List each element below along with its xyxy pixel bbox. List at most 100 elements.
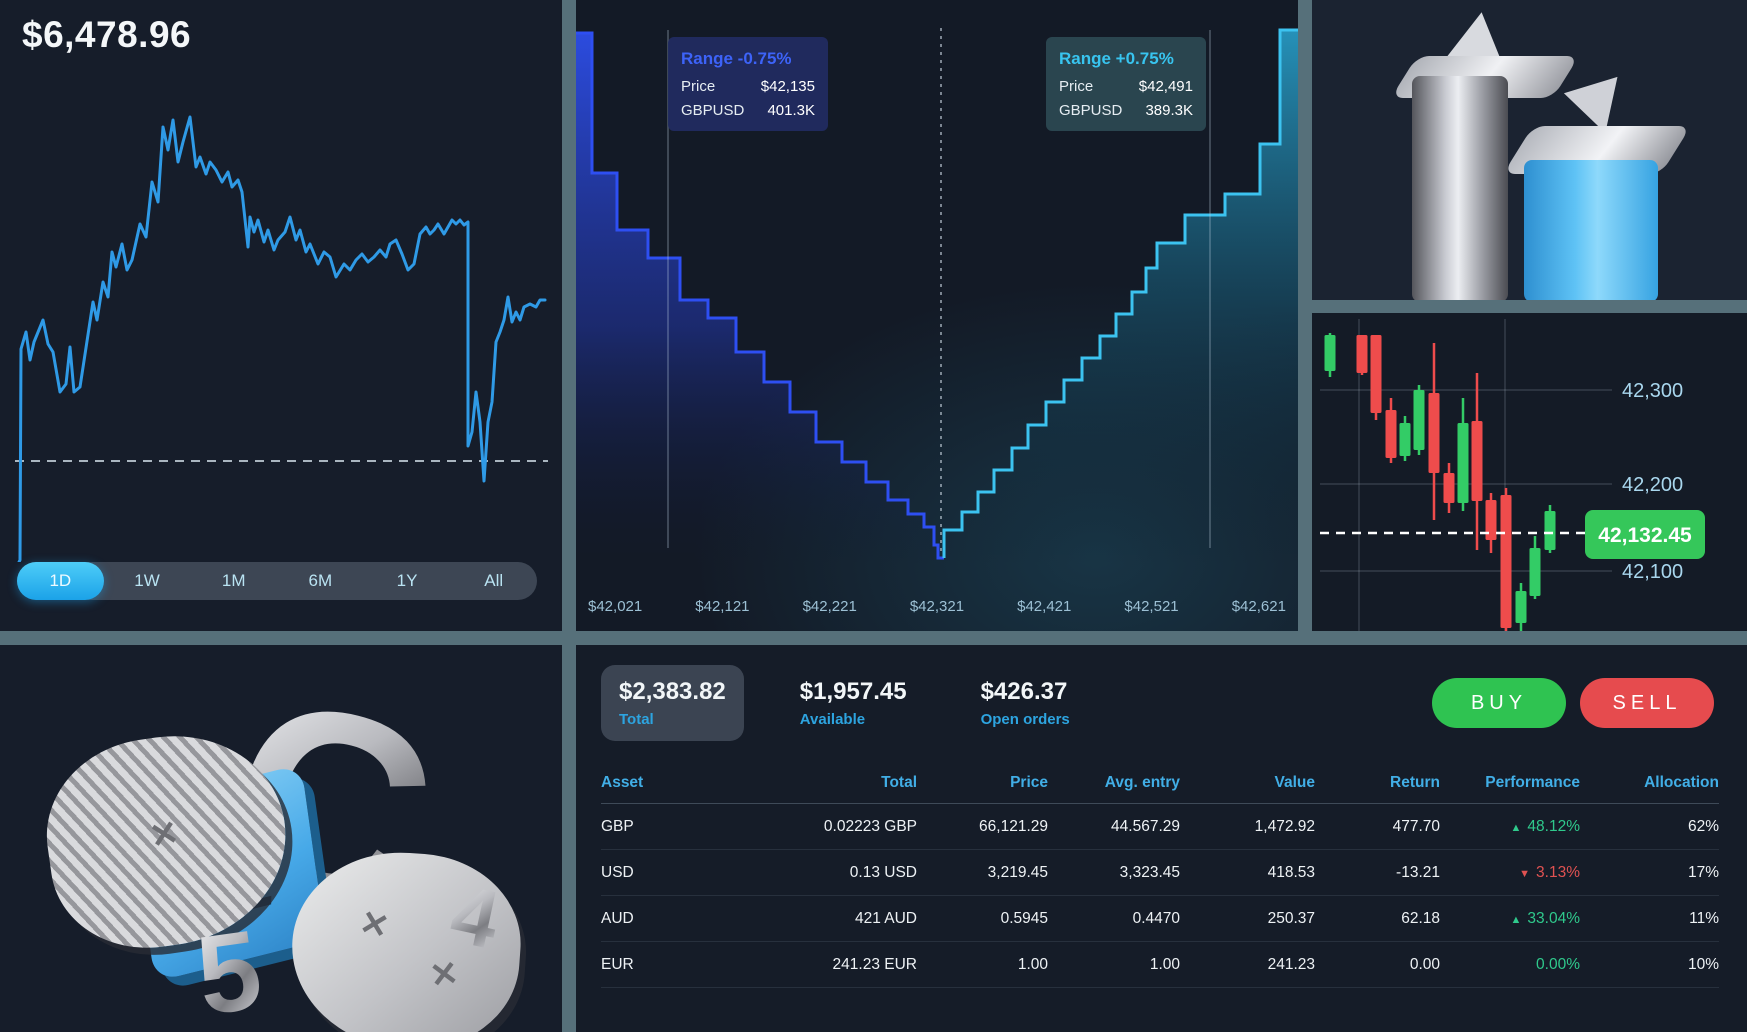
allocation-cell: 10% bbox=[1687, 955, 1719, 973]
y-axis-label: 42,100 bbox=[1622, 561, 1683, 583]
portfolio-panel: $6,478.96 1D 1W 1M 6M 1Y All bbox=[0, 0, 562, 631]
portfolio-line-chart bbox=[15, 115, 548, 562]
candlestick-panel: 42,300 42,200 42,100 42,132.45 bbox=[1312, 313, 1747, 631]
coins-illustration-panel: C ½ ✕ ✕ ✕ 5 4 bbox=[0, 645, 562, 1032]
cell: 0.4470 bbox=[1132, 909, 1180, 927]
triangle-up-icon: ▲ bbox=[1510, 913, 1522, 926]
table-row-gbp[interactable]: GBP 0.02223 GBP 66,121.29 44.567.29 1,472.92… bbox=[601, 804, 1719, 850]
range-button-6m[interactable]: 6M bbox=[308, 571, 333, 590]
y-axis-label: 42,300 bbox=[1622, 380, 1683, 402]
price-label: Price bbox=[1059, 78, 1094, 95]
x-axis-label: $42,021 bbox=[588, 598, 643, 615]
tooltip-range-label: Range -0.75% bbox=[681, 49, 792, 68]
table-body: GBP 0.02223 GBP 66,121.29 44.567.29 1,472.92… bbox=[601, 804, 1719, 988]
depth-x-axis: $42,021 $42,121 $42,221 $42,321 $42,421 $42,5… bbox=[576, 598, 1298, 615]
x-axis-label: $42,421 bbox=[1017, 598, 1072, 615]
candle-body bbox=[1544, 511, 1556, 550]
cell: USD bbox=[601, 863, 634, 881]
candle-body bbox=[1471, 421, 1483, 501]
range-button-1d[interactable]: 1D bbox=[17, 562, 104, 600]
cell: 1.00 bbox=[1149, 955, 1180, 973]
candle-body bbox=[1370, 335, 1382, 413]
range-button-1m[interactable]: 1M bbox=[221, 571, 246, 590]
column-header-avg-entry: Avg. entry bbox=[1104, 774, 1180, 791]
cell: 66,121.29 bbox=[979, 817, 1048, 835]
depth-asks-line bbox=[942, 28, 1298, 558]
cell: 44.567.29 bbox=[1111, 817, 1180, 835]
cell: EUR bbox=[601, 955, 634, 973]
column-header-value: Value bbox=[1274, 774, 1316, 791]
depth-chart bbox=[576, 28, 1298, 568]
performance-cell: 0.00% bbox=[1536, 955, 1580, 973]
candle-body bbox=[1413, 390, 1425, 450]
cell: 477.70 bbox=[1392, 817, 1440, 835]
range-pills: 1D 1W 1M 6M 1Y All bbox=[17, 562, 537, 600]
range-button-1y[interactable]: 1Y bbox=[396, 571, 418, 590]
candle-body bbox=[1428, 393, 1440, 473]
cell: 62.18 bbox=[1401, 909, 1440, 927]
cell: AUD bbox=[601, 909, 634, 927]
cell: 3,219.45 bbox=[987, 863, 1048, 881]
y-axis-label: 42,200 bbox=[1622, 474, 1683, 496]
cell: 0.13 USD bbox=[849, 863, 917, 881]
summary-label: Open orders bbox=[980, 711, 1070, 728]
x-axis-label: $42,521 bbox=[1124, 598, 1179, 615]
candle-body bbox=[1485, 500, 1497, 540]
depth-bids-area bbox=[576, 33, 944, 568]
trade-panel: $2,383.82 Total $1,957.45 Available $426.37 O… bbox=[576, 645, 1747, 1032]
tooltip-price-row: Price $42,491 bbox=[1059, 78, 1193, 95]
candle-body bbox=[1399, 423, 1411, 456]
volume-value: 389.3K bbox=[1145, 102, 1193, 119]
depth-chart-panel: Range -0.75% Price $42,135 GBPUSD 401.3K… bbox=[576, 0, 1298, 631]
range-button-all[interactable]: All bbox=[484, 571, 504, 590]
tooltip-price-row: Price $42,135 bbox=[681, 78, 815, 95]
cell: GBP bbox=[601, 817, 634, 835]
candle-body bbox=[1324, 335, 1336, 371]
table-row-usd[interactable]: USD 0.13 USD 3,219.45 3,323.45 418.53 -13.21 ▼… bbox=[601, 850, 1719, 896]
table-row-eur[interactable]: EUR 241.23 EUR 1.00 1.00 241.23 0.00 0.00% 10% bbox=[601, 942, 1719, 988]
candle-body bbox=[1515, 591, 1527, 623]
x-axis-label: $42,221 bbox=[802, 598, 857, 615]
depth-tooltip-ask: Range +0.75% Price $42,491 GBPUSD 389.3K bbox=[1046, 37, 1206, 131]
summary-card-available: $1,957.45 Available bbox=[782, 665, 925, 741]
cell: 250.37 bbox=[1267, 909, 1315, 927]
pair-label: GBPUSD bbox=[681, 102, 745, 119]
allocation-cell: 62% bbox=[1687, 817, 1719, 835]
depth-bids-line bbox=[576, 31, 944, 560]
buy-button[interactable]: BUY bbox=[1432, 678, 1566, 728]
tooltip-volume-row: GBPUSD 401.3K bbox=[681, 102, 815, 119]
column-header-return: Return bbox=[1390, 774, 1440, 791]
cell: 1.00 bbox=[1017, 955, 1048, 973]
summary-label: Available bbox=[799, 711, 866, 728]
tooltip-range-label: Range +0.75% bbox=[1059, 49, 1174, 68]
summary-card-open-orders: $426.37 Open orders bbox=[963, 665, 1088, 741]
candlestick-chart: 42,300 42,200 42,100 42,132.45 bbox=[1320, 319, 1705, 631]
performance-cell: ▼ 3.13% bbox=[1519, 863, 1580, 881]
range-button-1w[interactable]: 1W bbox=[134, 571, 160, 590]
cell: 3,323.45 bbox=[1119, 863, 1180, 881]
summary-card-total: $2,383.82 Total bbox=[601, 665, 744, 741]
cell: 241.23 bbox=[1267, 955, 1315, 973]
column-header-total: Total bbox=[881, 774, 917, 791]
allocation-cell: 17% bbox=[1687, 863, 1719, 881]
candle-body bbox=[1500, 495, 1512, 628]
silver-bar-3d bbox=[1412, 76, 1508, 300]
column-header-price: Price bbox=[1010, 774, 1048, 791]
column-header-performance: Performance bbox=[1485, 774, 1580, 791]
price-label: Price bbox=[681, 78, 716, 95]
column-header-asset: Asset bbox=[601, 774, 644, 791]
candle-body bbox=[1457, 423, 1469, 503]
volume-value: 401.3K bbox=[767, 102, 815, 119]
price-value: $42,135 bbox=[760, 78, 815, 95]
performance-cell: ▲ 48.12% bbox=[1510, 817, 1580, 835]
blue-bar-3d bbox=[1524, 160, 1658, 300]
cell: 0.00 bbox=[1409, 955, 1440, 973]
triangle-down-icon: ▼ bbox=[1519, 867, 1531, 880]
sell-button[interactable]: SELL bbox=[1580, 678, 1714, 728]
candle-body bbox=[1443, 473, 1455, 503]
table-row-aud[interactable]: AUD 421 AUD 0.5945 0.4470 250.37 62.18 ▲ 33.04%… bbox=[601, 896, 1719, 942]
summary-value: $1,957.45 bbox=[799, 678, 907, 705]
price-value: $42,491 bbox=[1138, 78, 1193, 95]
depth-asks-area bbox=[944, 30, 1298, 568]
account-summary: $2,383.82 Total $1,957.45 Available $426.37 O… bbox=[601, 665, 1088, 741]
